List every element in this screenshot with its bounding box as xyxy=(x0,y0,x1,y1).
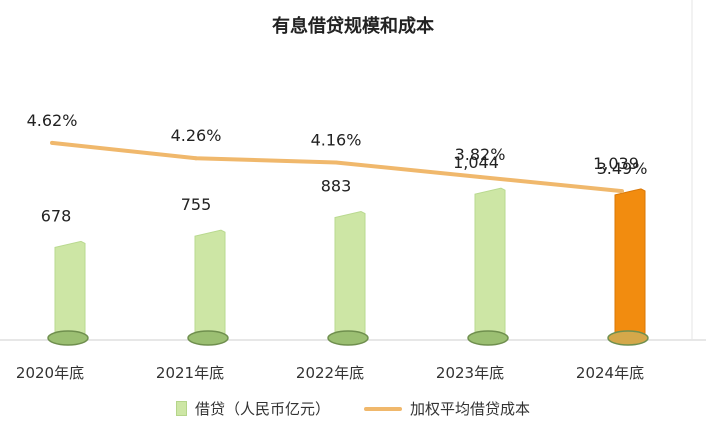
bar-base-2 xyxy=(327,330,369,346)
line-point-1 xyxy=(194,156,198,161)
bar-value-label-2: 883 xyxy=(321,177,352,196)
bar-1 xyxy=(194,229,226,335)
legend-bar-label: 借贷（人民币亿元） xyxy=(194,400,330,418)
bar-4 xyxy=(614,188,646,335)
legend: 借贷（人民币亿元） 加权平均借贷成本 xyxy=(0,398,706,419)
legend-line-label: 加权平均借贷成本 xyxy=(410,400,531,418)
bar-value-label-0: 678 xyxy=(41,206,72,225)
legend-line-swatch xyxy=(364,406,402,411)
legend-item-bar: 借贷（人民币亿元） xyxy=(175,398,330,419)
bar-base-1 xyxy=(187,330,229,346)
x-tick-label-0: 2020年底 xyxy=(16,364,84,382)
x-tick-label-4: 2024年底 xyxy=(576,364,644,382)
bar-base-3 xyxy=(467,330,509,346)
bar-value-label-1: 755 xyxy=(181,195,212,214)
line-point-4 xyxy=(620,189,624,194)
x-tick-label-3: 2023年底 xyxy=(436,364,504,382)
bar-value-label-3: 1,044 xyxy=(453,153,499,172)
bar-2 xyxy=(334,211,366,335)
line-value-label-0: 4.62% xyxy=(27,111,78,130)
chart-title: 有息借贷规模和成本 xyxy=(272,16,434,37)
bar-0 xyxy=(54,240,86,335)
bar-3 xyxy=(474,187,506,335)
line-point-2 xyxy=(334,160,338,165)
x-tick-label-1: 2021年底 xyxy=(156,364,224,382)
line-point-0 xyxy=(50,140,54,145)
bar-base-4 xyxy=(607,330,649,346)
x-tick-label-2: 2022年底 xyxy=(296,364,364,382)
bar-base-0 xyxy=(47,330,89,346)
line-point-3 xyxy=(478,175,482,180)
line-value-label-3: 3.82% xyxy=(455,145,506,164)
legend-bar-swatch xyxy=(175,401,187,416)
legend-item-line: 加权平均借贷成本 xyxy=(364,398,530,419)
line-value-label-1: 4.26% xyxy=(171,126,222,145)
bar-value-label-4: 1,039 xyxy=(593,154,639,173)
line-value-label-2: 4.16% xyxy=(311,131,362,150)
line-value-label-4: 3.49% xyxy=(597,159,648,178)
